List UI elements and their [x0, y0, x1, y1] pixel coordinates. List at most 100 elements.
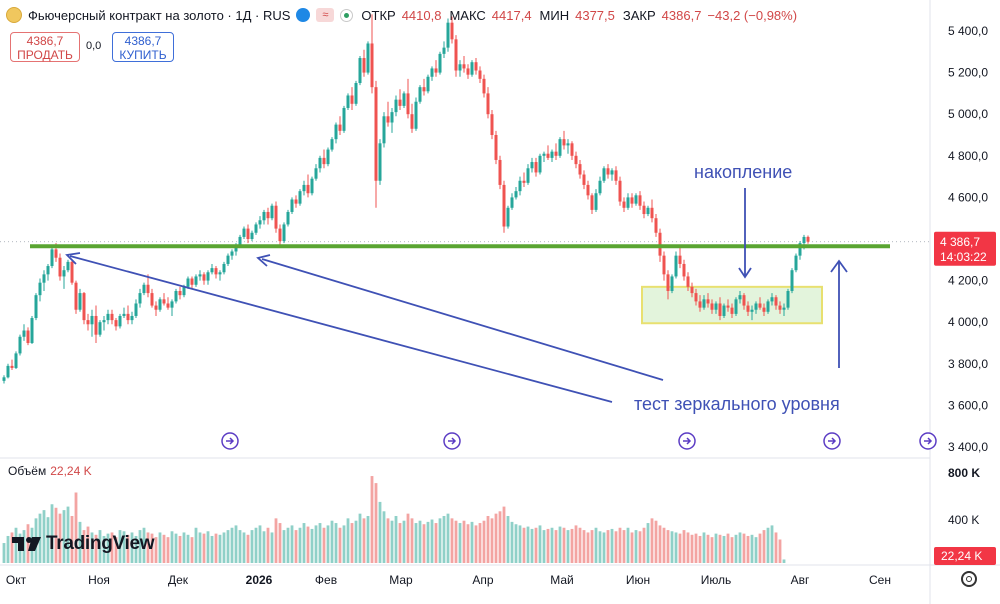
candle-body [306, 184, 310, 194]
candle-body [482, 78, 486, 94]
candle-body [762, 307, 766, 312]
event-marker-icon [924, 437, 933, 445]
volume-bar [270, 532, 274, 563]
candle-body [622, 201, 626, 208]
volume-bar [486, 516, 490, 563]
spread-value: 0,0 [86, 40, 102, 52]
volume-bar [106, 533, 110, 563]
current-volume-badge [934, 547, 996, 565]
chart-header: Фьючерсный контракт на золото · 1Д · RUS… [6, 4, 797, 26]
candle-body [550, 151, 554, 158]
time-tick-label: Июн [626, 573, 650, 587]
time-tick-label: Фев [315, 573, 337, 587]
volume-bar [358, 513, 362, 563]
event-marker-icon [828, 437, 837, 445]
volume-bar [666, 530, 670, 563]
volume-bar [130, 532, 134, 563]
volume-bar [766, 527, 770, 563]
candle-body [510, 197, 514, 208]
candle-body [162, 299, 166, 304]
price-tick-label: 4 000,0 [948, 315, 988, 329]
volume-bar [714, 533, 718, 563]
volume-legend[interactable]: Объём 22,24 K [8, 464, 92, 478]
candle-body [230, 251, 234, 256]
candle-body [710, 303, 714, 310]
candle-body [478, 70, 482, 79]
volume-bar [514, 524, 518, 563]
volume-bar [90, 532, 94, 563]
candle-body [570, 143, 574, 156]
candle-body [106, 313, 110, 321]
candle-body [206, 272, 210, 281]
volume-bar [206, 531, 210, 563]
volume-bar [598, 531, 602, 563]
volume-bar [242, 532, 246, 563]
volume-bar [758, 533, 762, 563]
volume-bar [546, 528, 550, 563]
price-tick-label: 4 200,0 [948, 274, 988, 288]
candle-body [418, 87, 422, 102]
volume-bar [142, 527, 146, 563]
candle-body [170, 301, 174, 308]
high-value: 4417,4 [491, 7, 532, 23]
candle-body [598, 180, 602, 194]
candle-body [714, 303, 718, 310]
candle-body [602, 168, 606, 181]
accumulation-label: накопление [694, 162, 792, 182]
volume-bar [510, 521, 514, 563]
buy-button[interactable]: 4386,7 КУПИТЬ [112, 32, 174, 62]
low-label: МИН [539, 7, 570, 23]
wave-icon[interactable]: ≈ [316, 8, 335, 22]
candle-body [558, 139, 562, 156]
volume-bar [262, 531, 266, 563]
price-tick-label: 5 400,0 [948, 24, 988, 38]
candle-body [406, 93, 410, 115]
volume-bar [82, 530, 86, 563]
volume-bar [202, 533, 206, 563]
time-tick-label: Ноя [88, 573, 110, 587]
volume-bar [274, 518, 278, 563]
candle-body [298, 191, 302, 204]
candle-body [650, 207, 654, 219]
volume-bar [134, 535, 138, 563]
candle-body [606, 168, 610, 175]
volume-bar [542, 530, 546, 563]
candle-body [294, 199, 298, 204]
volume-bar [534, 527, 538, 563]
candle-body [22, 330, 26, 337]
candle-body [522, 180, 526, 183]
candle-body [130, 315, 134, 321]
volume-bar [778, 539, 782, 563]
volume-bar [230, 527, 234, 563]
volume-bar [170, 531, 174, 563]
volume-bar [174, 533, 178, 563]
volume-bar [182, 532, 186, 563]
candle-body [118, 315, 122, 327]
tradingview-logo[interactable]: TradingView [12, 533, 155, 555]
open-label: ОТКР [361, 7, 396, 23]
price-tick-label: 3 600,0 [948, 398, 988, 412]
candle-body [610, 170, 614, 175]
candle-body [798, 243, 802, 256]
sell-button[interactable]: 4386,7 ПРОДАТЬ [10, 32, 80, 62]
settings-gear-icon[interactable] [961, 571, 977, 587]
candle-body [358, 58, 362, 83]
current-volume-label: 22,24 K [941, 549, 982, 563]
candle-body [110, 313, 114, 321]
volume-bar [402, 520, 406, 563]
volume-bar [246, 534, 250, 563]
candle-body [182, 286, 186, 296]
candle-body [350, 95, 354, 104]
candle-body [226, 255, 230, 264]
volume-bar [586, 532, 590, 563]
candle-body [134, 303, 138, 316]
candle-body [14, 353, 18, 368]
symbol-title[interactable]: Фьючерсный контракт на золото · 1Д · RUS [28, 7, 291, 23]
volume-bar [698, 535, 702, 563]
candle-body [250, 232, 254, 239]
volume-bar [582, 530, 586, 563]
close-label: ЗАКР [622, 7, 656, 23]
candle-body [70, 261, 74, 283]
volume-bar [74, 492, 78, 563]
